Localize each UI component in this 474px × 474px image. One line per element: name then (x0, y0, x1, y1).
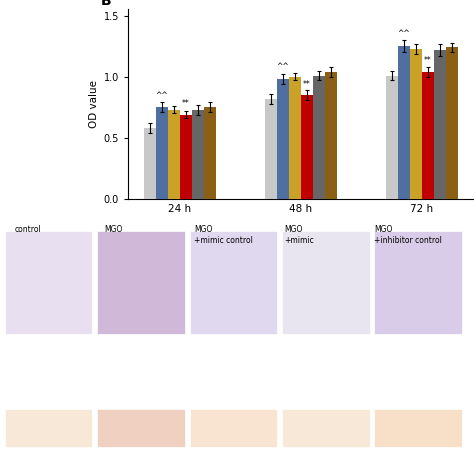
Bar (180, 115, 192, 199)
Bar (446, 47, 458, 199)
Text: B: B (100, 0, 111, 9)
Bar (192, 110, 204, 199)
FancyBboxPatch shape (97, 231, 185, 334)
Text: **: ** (182, 99, 190, 108)
FancyBboxPatch shape (374, 231, 462, 334)
Bar (204, 107, 216, 199)
Text: **: ** (303, 80, 311, 89)
Bar (313, 75, 325, 199)
Bar (264, 99, 277, 199)
Bar (410, 49, 422, 199)
Text: control: control (14, 226, 41, 235)
Bar (168, 110, 180, 199)
Bar (301, 95, 313, 199)
Bar (422, 72, 434, 199)
Text: ^^: ^^ (398, 29, 410, 38)
Text: MGO
+inhibitor control: MGO +inhibitor control (374, 226, 442, 245)
Bar (277, 79, 289, 199)
FancyBboxPatch shape (5, 409, 92, 447)
Bar (156, 107, 168, 199)
Bar (325, 72, 337, 199)
Text: MGO
+mimic: MGO +mimic (284, 226, 314, 245)
Bar (434, 50, 446, 199)
FancyBboxPatch shape (190, 231, 277, 334)
FancyBboxPatch shape (282, 409, 370, 447)
Bar (386, 75, 398, 199)
Text: **: ** (424, 56, 432, 65)
FancyBboxPatch shape (97, 409, 185, 447)
FancyBboxPatch shape (374, 409, 462, 447)
Bar (398, 46, 410, 199)
Bar (144, 128, 156, 199)
FancyBboxPatch shape (190, 409, 277, 447)
Text: ^^: ^^ (276, 63, 289, 72)
FancyBboxPatch shape (282, 231, 370, 334)
FancyBboxPatch shape (5, 231, 92, 334)
Text: MGO: MGO (104, 226, 123, 235)
Text: MGO
+mimic control: MGO +mimic control (194, 226, 253, 245)
Y-axis label: OD value: OD value (90, 80, 100, 128)
Text: ^^: ^^ (155, 91, 168, 100)
Bar (289, 77, 301, 199)
